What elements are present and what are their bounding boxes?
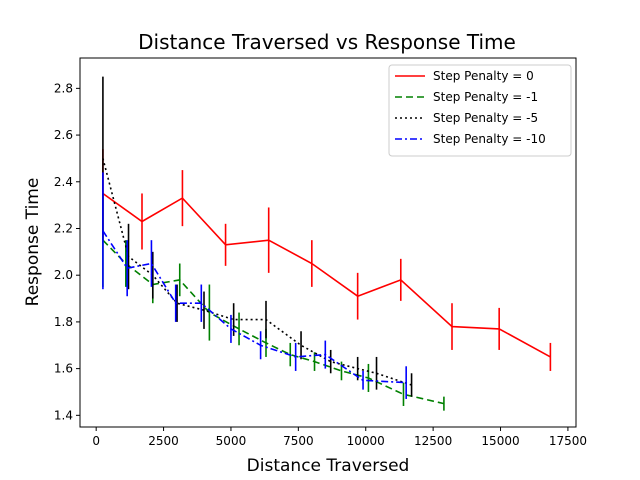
legend-label: Step Penalty = -5 — [433, 111, 538, 125]
series-line — [102, 230, 407, 384]
y-axis: 1.4 1.6 1.8 2.0 2.2 2.4 2.6 2.8 — [54, 81, 80, 422]
x-tick-label: 17500 — [549, 434, 587, 448]
series-0 — [102, 149, 552, 371]
legend-label: Step Penalty = -1 — [433, 90, 538, 104]
x-tick-label: 5000 — [216, 434, 247, 448]
series-line — [102, 239, 445, 405]
series-2 — [102, 76, 413, 397]
y-tick-label: 1.6 — [54, 362, 73, 376]
x-tick-label: 15000 — [481, 434, 519, 448]
y-tick-label: 2.6 — [54, 128, 73, 142]
x-tick-label: 2500 — [148, 434, 179, 448]
plot-content — [102, 76, 552, 411]
y-tick-label: 2.4 — [54, 175, 73, 189]
x-axis-title: Distance Traversed — [247, 456, 410, 476]
y-tick-label: 2.2 — [54, 221, 73, 235]
series-3 — [102, 172, 407, 399]
y-tick-label: 2.0 — [54, 268, 73, 282]
y-tick-label: 1.8 — [54, 315, 73, 329]
series-line — [102, 158, 412, 386]
x-axis: 0 2500 5000 7500 10000 12500 15000 17500 — [92, 427, 587, 448]
y-tick-label: 2.8 — [54, 81, 73, 95]
chart-title: Distance Traversed vs Response Time — [138, 30, 516, 54]
x-tick-label: 0 — [92, 434, 100, 448]
series-line — [102, 192, 551, 358]
legend-label: Step Penalty = -10 — [433, 132, 546, 146]
legend: Step Penalty = 0 Step Penalty = -1 Step Pe… — [388, 64, 572, 157]
x-tick-label: 10000 — [347, 434, 385, 448]
x-tick-label: 12500 — [414, 434, 452, 448]
plot-frame — [79, 57, 577, 428]
legend-label: Step Penalty = 0 — [433, 69, 534, 83]
legend-box — [388, 64, 572, 157]
y-tick-label: 1.4 — [54, 408, 73, 422]
y-axis-title: Response Time — [23, 178, 43, 307]
x-tick-label: 7500 — [283, 434, 314, 448]
